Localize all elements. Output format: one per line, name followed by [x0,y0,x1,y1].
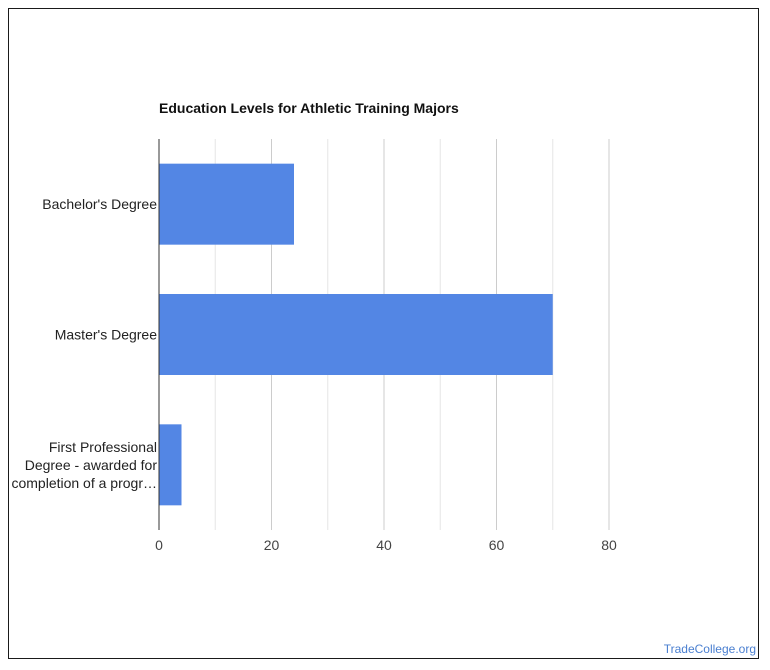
category-label-line: First Professional [49,439,157,455]
chart-title: Education Levels for Athletic Training M… [159,100,459,116]
x-tick-label: 60 [489,537,505,553]
category-label-line: Degree - awarded for [25,457,158,473]
x-tick-label: 40 [376,537,392,553]
x-tick-labels: 0 20 40 60 80 [155,537,617,553]
bar[interactable] [159,294,553,375]
category-label: Bachelor's Degree [42,196,157,212]
category-label-line: completion of a progr… [11,475,157,491]
bars [159,163,553,506]
category-label-line: Master's Degree [55,327,157,343]
category-labels: Bachelor's Degree Master's Degree First Pr… [11,196,157,491]
category-label: First Professional Degree - awarded for co… [11,439,157,491]
x-tick-label: 0 [155,537,163,553]
bar[interactable] [159,424,182,506]
category-label: Master's Degree [55,327,157,343]
bar[interactable] [159,163,294,245]
x-tick-label: 20 [264,537,280,553]
category-label-line: Bachelor's Degree [42,196,157,212]
x-tick-label: 80 [601,537,617,553]
source-link[interactable]: TradeCollege.org [663,642,756,656]
